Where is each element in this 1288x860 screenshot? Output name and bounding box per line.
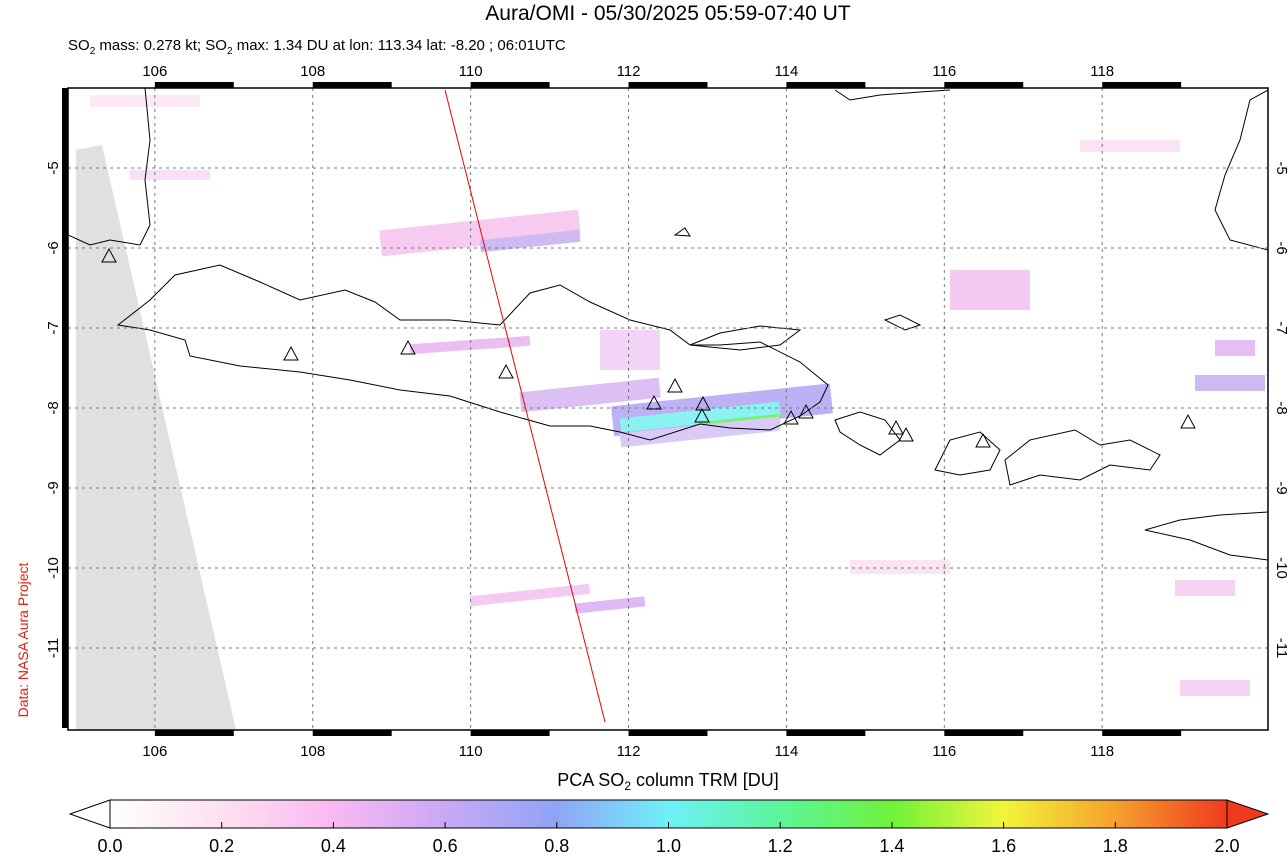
y-tick-label-left: -6 bbox=[45, 241, 62, 254]
x-tick-label-bottom: 114 bbox=[774, 743, 798, 760]
border-segment bbox=[312, 730, 392, 736]
x-tick-label-bottom: 110 bbox=[459, 743, 483, 760]
border-segment bbox=[786, 82, 866, 88]
y-tick-label-left: -9 bbox=[45, 481, 62, 494]
colorbar-label-sub: 2 bbox=[624, 779, 631, 793]
so2-pixels bbox=[90, 95, 1265, 696]
subtitle-part: max: 1.34 DU at lon: 113.34 lat: -8.20 ;… bbox=[233, 37, 566, 54]
x-tick-label-bottom: 118 bbox=[1090, 743, 1114, 760]
border-segment bbox=[62, 168, 68, 248]
x-tick-label-bottom: 116 bbox=[932, 743, 956, 760]
y-tick-label-right: -7 bbox=[1273, 321, 1288, 334]
y-tick-label-right: -8 bbox=[1273, 401, 1288, 414]
y-tick-label-right: -6 bbox=[1273, 241, 1288, 254]
border-segment bbox=[62, 408, 68, 488]
border-segment bbox=[1102, 730, 1182, 736]
title: Aura/OMI - 05/30/2025 05:59-07:40 UT bbox=[485, 2, 851, 25]
border-segment bbox=[62, 248, 68, 328]
y-tick-label-left: -11 bbox=[45, 638, 62, 659]
x-tick-label-top: 106 bbox=[142, 63, 167, 80]
border-segment bbox=[62, 328, 68, 408]
border-segment bbox=[62, 568, 68, 648]
colorbar-tick-label: 0.0 bbox=[97, 836, 122, 855]
border-segment bbox=[786, 730, 866, 736]
colorbar-tick-label: 0.4 bbox=[321, 836, 346, 855]
colorbar-under bbox=[68, 799, 111, 829]
orbit-track bbox=[444, 89, 606, 723]
border-segment bbox=[470, 730, 550, 736]
border-segment bbox=[1102, 82, 1182, 88]
border-segment bbox=[312, 82, 392, 88]
frame-border bbox=[62, 82, 1182, 736]
no-data-swath bbox=[76, 145, 236, 730]
y-tick-label-right: -9 bbox=[1273, 481, 1288, 494]
border-segment bbox=[628, 730, 708, 736]
y-tick-label-left: -7 bbox=[45, 321, 62, 334]
border-segment bbox=[944, 82, 1024, 88]
subtitle-part: SO bbox=[68, 37, 90, 54]
colorbar-label: PCA SO2 column TRM [DU] bbox=[557, 770, 778, 793]
border-segment bbox=[62, 488, 68, 568]
subtitle-part: mass: 0.278 kt; SO bbox=[95, 37, 227, 54]
map-area bbox=[68, 88, 1268, 730]
volcanoes bbox=[101, 247, 1196, 448]
colorbar-tick-label: 1.4 bbox=[879, 836, 904, 855]
colorbar-tick-label: 0.6 bbox=[433, 836, 458, 855]
y-tick-label-left: -8 bbox=[45, 401, 62, 414]
border-segment bbox=[628, 82, 708, 88]
colorbar-tick-label: 1.6 bbox=[991, 836, 1016, 855]
grid bbox=[68, 88, 1268, 730]
colorbar-tick-label: 1.8 bbox=[1103, 836, 1128, 855]
border-segment bbox=[154, 730, 234, 736]
subtitle-sub: 2 bbox=[227, 46, 233, 57]
coastlines bbox=[68, 88, 1268, 561]
colorbar-tick-label: 1.2 bbox=[768, 836, 793, 855]
credit: Data: NASA Aura Project bbox=[15, 562, 31, 717]
x-tick-label-top: 112 bbox=[617, 63, 641, 80]
subtitle: SO2 mass: 0.278 kt; SO2 max: 1.34 DU at … bbox=[68, 37, 566, 57]
x-tick-label-bottom: 106 bbox=[142, 743, 167, 760]
y-tick-label-right: -10 bbox=[1273, 557, 1288, 579]
x-tick-label-top: 116 bbox=[932, 63, 956, 80]
border-segment bbox=[62, 648, 68, 728]
colorbar-tick-label: 1.0 bbox=[656, 836, 681, 855]
colorbar-tick-label: 2.0 bbox=[1214, 836, 1239, 855]
colorbar-tick-label: 0.8 bbox=[544, 836, 569, 855]
border-segment bbox=[944, 730, 1024, 736]
subtitle-sub: 2 bbox=[90, 46, 96, 57]
colorbar-over bbox=[1226, 799, 1270, 829]
y-tick-label-left: -5 bbox=[45, 161, 62, 174]
y-tick-label-right: -5 bbox=[1273, 161, 1288, 174]
x-tick-label-bottom: 108 bbox=[300, 743, 325, 760]
colorbar-label-part: column TRM [DU] bbox=[631, 770, 779, 790]
colorbar-label-part: PCA SO bbox=[557, 770, 624, 790]
x-tick-label-top: 108 bbox=[300, 63, 325, 80]
y-tick-label-left: -10 bbox=[45, 557, 62, 579]
border-segment bbox=[62, 88, 68, 168]
x-tick-label-bottom: 112 bbox=[617, 743, 641, 760]
x-tick-label-top: 110 bbox=[459, 63, 483, 80]
border-segment bbox=[470, 82, 550, 88]
border-segment bbox=[154, 82, 234, 88]
x-tick-label-top: 114 bbox=[774, 63, 798, 80]
colorbar-tick-label: 0.2 bbox=[209, 836, 234, 855]
y-tick-label-right: -11 bbox=[1273, 638, 1288, 659]
x-tick-label-top: 118 bbox=[1090, 63, 1114, 80]
